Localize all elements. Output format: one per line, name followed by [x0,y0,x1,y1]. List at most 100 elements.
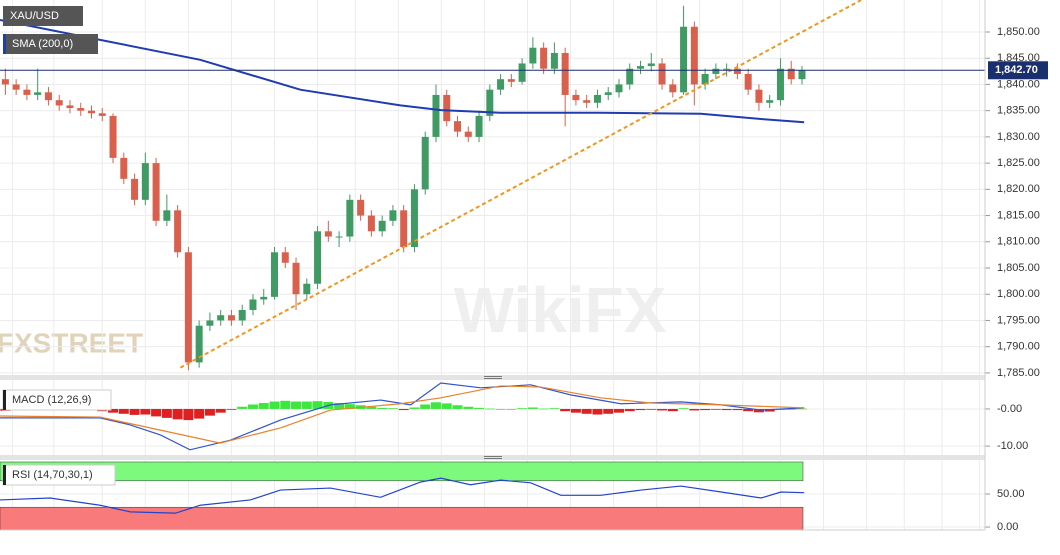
candle-body [593,94,601,103]
y-tick-label: 1,820.00 [997,183,1040,195]
candle-body [378,220,386,232]
candle-body [281,252,289,263]
histogram-bar [527,407,538,409]
symbol-label-box[interactable] [3,6,83,26]
trend-line [179,0,862,369]
candle-body [88,110,96,114]
candle-body [464,131,472,137]
histogram-bar [161,408,172,418]
histogram-bar [764,408,775,412]
candle-body [626,68,634,85]
candle-body [518,63,526,82]
candle-body [615,84,623,93]
indicator-label-box[interactable] [3,34,98,54]
histogram-bar [151,408,162,417]
histogram-bar [484,408,495,410]
histogram-bar [247,404,258,409]
candle-body [12,84,20,90]
histogram-bar [441,403,452,409]
histogram-bar [204,408,215,416]
candle-body [572,94,580,101]
candle-body [249,299,257,310]
y-tick-label: 1,815.00 [997,209,1040,221]
histogram-bar [678,408,689,410]
indicator-line [0,382,805,451]
candle-body [497,79,505,90]
histogram-bar [366,406,377,409]
histogram-bar [786,408,797,410]
candle-body [44,92,52,101]
candle-body [410,189,418,248]
histogram-bar [646,408,657,410]
y-tick-label: 1,810.00 [997,236,1040,248]
candle-body [174,210,182,253]
y-tick-label: 1,805.00 [997,262,1040,274]
rsi-band [0,506,804,531]
candle-body [217,315,225,321]
candle-body [23,89,31,95]
histogram-bar [280,400,291,409]
histogram-bar [667,408,678,412]
histogram-bar [743,408,754,412]
candle-body [314,231,322,284]
histogram-bar [269,401,280,409]
symbol-label[interactable]: XAU/USD [10,10,59,22]
candle-body [238,309,246,321]
panel-divider[interactable] [0,375,985,380]
candle-body [206,320,214,326]
candle-body [77,108,85,111]
histogram-bar [721,408,732,411]
panel-divider[interactable] [0,455,985,460]
histogram-bar [387,408,398,410]
candle-body [755,89,763,103]
candle-body [98,113,106,116]
candle-body [389,210,397,221]
candle-body [701,73,709,85]
histogram-bar [613,408,624,413]
candle-body [195,325,203,363]
histogram-bar [549,408,560,410]
candle-body [152,163,160,221]
histogram-bar [215,408,226,413]
rsi-band [0,461,804,482]
candle-body [798,70,806,80]
candle-body [109,115,117,158]
indicator-color [3,390,6,410]
y-tick-label: -10.00 [997,440,1028,452]
candle-body [292,262,300,295]
candle-body [346,199,354,237]
candle-body [131,178,139,200]
candle-body [400,210,408,248]
candle-body [1,79,9,85]
candle-body [324,231,332,237]
candle-body [669,84,677,93]
histogram-bar [689,408,700,411]
candle-body [303,283,311,295]
candle-body [335,236,343,238]
histogram-bar [430,402,441,409]
watermark: WikiFX [454,274,667,346]
histogram-bar [237,406,248,409]
y-tick-label: 50.00 [997,488,1025,500]
y-tick-label: 1,790.00 [997,341,1040,353]
histogram-bar [570,408,581,413]
candle-body [583,100,591,103]
candle-body [120,157,128,179]
indicator-color [3,34,6,54]
histogram-bar [753,408,764,413]
candle-body [357,199,365,216]
y-tick-label: 1,830.00 [997,131,1040,143]
candle-body [647,63,655,67]
candle-body [367,215,375,232]
candle-body [540,47,548,69]
histogram-bar [624,408,635,412]
sma-line [0,18,805,124]
indicator-label[interactable]: SMA (200,0) [12,38,73,50]
candle-body [766,100,774,103]
histogram-bar [312,401,323,409]
indicator-label[interactable]: RSI (14,70,30,1) [12,469,93,481]
candle-body [733,68,741,74]
histogram-bar [118,408,129,414]
indicator-label[interactable]: MACD (12,26,9) [12,394,91,406]
x-axis-band [0,530,1060,555]
